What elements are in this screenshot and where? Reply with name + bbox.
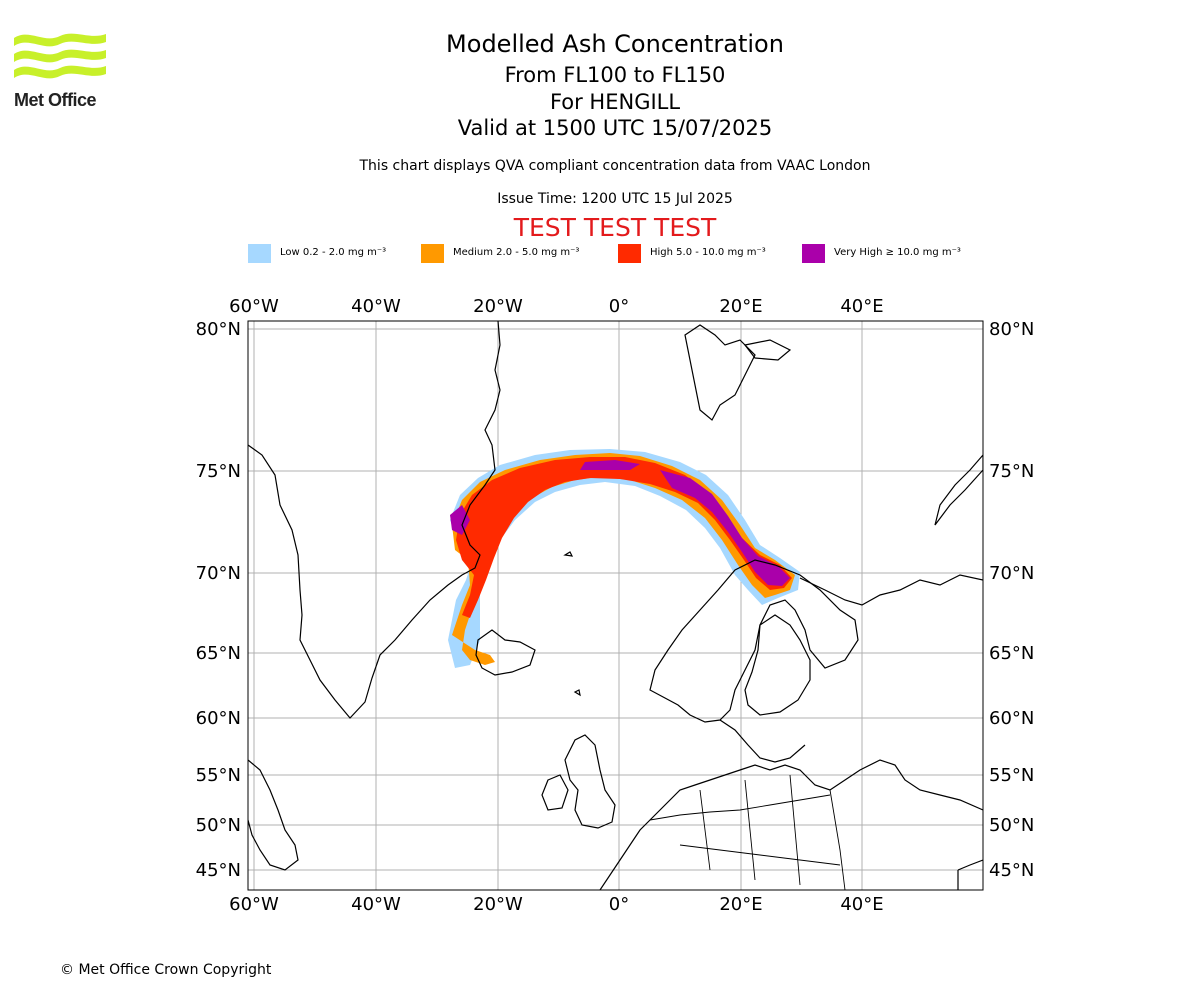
lat-label-right: 60°N [989,708,1034,729]
map-frame [247,320,984,891]
valid-time: Valid at 1500 UTC 15/07/2025 [457,116,773,140]
volcano-name: For HENGILL [549,90,681,114]
lon-labels: 60°W 40°W 20°W 0° 20°E 40°E 60°W 40°W 20… [229,296,883,915]
met-office-waves-icon [14,33,106,79]
borders-europe [649,774,846,890]
coast-baltic [719,719,806,763]
lat-label-right: 65°N [989,643,1034,664]
lat-label-right: 70°N [989,563,1034,584]
lon-label-top: 40°W [351,296,401,317]
issue-time: Issue Time: 1200 UTC 15 Jul 2025 [497,191,733,207]
coast-svalbard [684,324,756,421]
met-office-logo: Met Office [14,28,114,114]
legend-swatch-medium [421,244,444,263]
coast-faroes [573,689,581,697]
lon-label-bottom: 60°W [229,894,279,915]
coast-labrador [248,759,299,871]
ash-very-high-west [450,505,470,535]
test-banner: TEST TEST TEST [513,213,717,242]
legend-swatch-very-high [802,244,825,263]
ash-very-high [660,470,790,586]
legend-label-very-high: Very High ≥ 10.0 mg m⁻³ [834,247,961,258]
coast-greenland [248,321,501,719]
level-range: From FL100 to FL150 [504,63,726,87]
chart-description: This chart displays QVA compliant concen… [359,158,871,174]
legend-label-medium: Medium 2.0 - 5.0 mg m⁻³ [453,247,580,258]
coast-ireland [541,774,569,811]
map-area [248,321,983,890]
coast-finland [744,614,811,716]
copyright: © Met Office Crown Copyright [60,962,272,978]
lon-label-bottom: 40°E [840,894,883,915]
lat-label-right: 50°N [989,815,1034,836]
coast-caspian [957,859,983,890]
chart-title: Modelled Ash Concentration [446,30,784,58]
lon-label-top: 20°W [473,296,523,317]
lon-label-top: 60°W [229,296,279,317]
lat-label-left: 60°N [196,708,241,729]
coast-europe [599,759,983,890]
lon-label-top: 20°E [719,296,762,317]
lon-label-top: 0° [609,296,629,317]
lat-labels: 80°N 75°N 70°N 65°N 60°N 55°N 50°N 45°N … [196,319,1035,881]
logo-text: Met Office [14,90,97,110]
legend-swatch-low [248,244,271,263]
graticule [248,321,983,890]
legend-label-high: High 5.0 - 10.0 mg m⁻³ [650,247,766,258]
legend-label-low: Low 0.2 - 2.0 mg m⁻³ [280,247,387,258]
lat-label-right: 55°N [989,765,1034,786]
lon-label-bottom: 0° [609,894,629,915]
lat-label-left: 50°N [196,815,241,836]
lat-label-left: 45°N [196,860,241,881]
lat-label-left: 65°N [196,643,241,664]
coast-norway [649,559,859,723]
lon-label-bottom: 20°E [719,894,762,915]
lat-label-right: 75°N [989,461,1034,482]
lat-label-right: 80°N [989,319,1034,340]
lat-label-left: 70°N [196,563,241,584]
coast-svalbard-east [743,339,792,361]
coast-jan-mayen [563,551,574,557]
lat-label-left: 80°N [196,319,241,340]
lat-label-left: 75°N [196,461,241,482]
lon-label-bottom: 40°W [351,894,401,915]
coast-britain [564,734,616,829]
ash-plume [448,449,800,668]
legend-swatch-high [618,244,641,263]
coast-iceland [475,629,536,676]
ash-very-high-north [580,460,640,470]
lon-label-bottom: 20°W [473,894,523,915]
coast-russia [799,574,983,606]
lat-label-right: 45°N [989,860,1034,881]
coastlines [248,321,983,890]
lon-label-top: 40°E [840,296,883,317]
coast-novaya-zemlya [934,454,983,526]
lat-label-left: 55°N [196,765,241,786]
